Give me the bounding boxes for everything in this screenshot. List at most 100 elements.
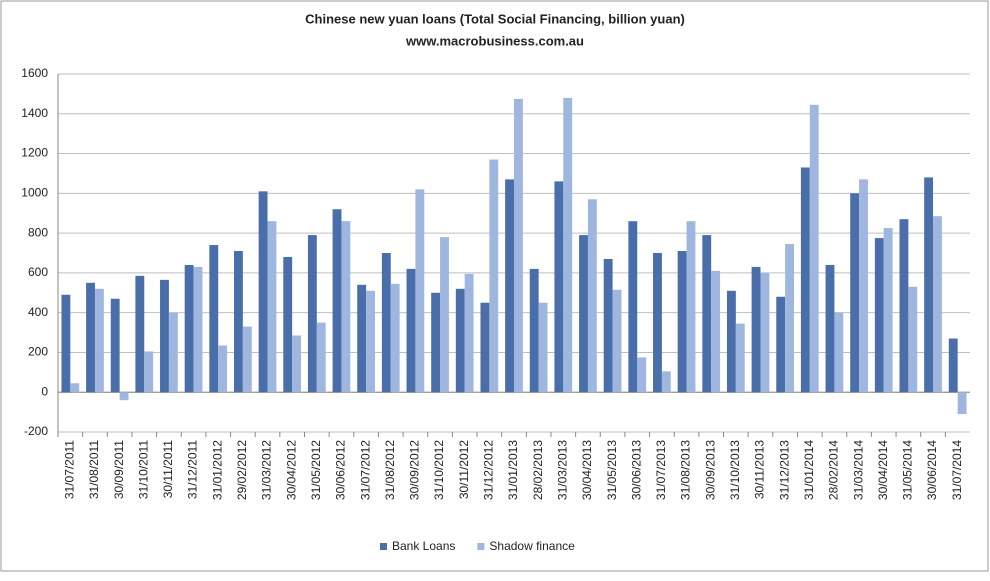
bar (859, 179, 868, 393)
bar (70, 383, 80, 393)
x-tick-label: 31/05/2014 (901, 440, 915, 500)
bar (242, 326, 252, 393)
legend-label: Bank Loans (392, 539, 455, 553)
bar (505, 179, 514, 393)
bar (587, 199, 597, 393)
bar (883, 228, 893, 393)
x-tick-label: 30/11/2012 (457, 440, 471, 499)
bar (686, 221, 696, 393)
bar (489, 159, 499, 393)
bar (110, 298, 120, 393)
x-tick-label: 30/06/2014 (925, 440, 939, 500)
y-tick-label: 1200 (21, 146, 48, 160)
y-tick-label: 1600 (21, 66, 48, 80)
bar (957, 392, 967, 415)
bar (776, 296, 786, 393)
bar (924, 177, 934, 393)
bar (94, 288, 104, 393)
bar (899, 219, 909, 393)
bar (366, 290, 375, 393)
x-tick-label: 31/07/2011 (62, 440, 76, 499)
x-tick-label: 31/05/2012 (309, 440, 323, 500)
bar (933, 216, 942, 393)
bar (702, 235, 712, 393)
bar (455, 288, 465, 393)
bar (825, 264, 835, 393)
y-tick-label: 1400 (21, 106, 48, 120)
x-tick-label: 30/06/2013 (629, 440, 643, 500)
bar (850, 193, 860, 393)
bar (628, 221, 638, 393)
x-tick-label: 31/03/2014 (851, 440, 865, 500)
bar (316, 322, 326, 393)
x-tick-label: 31/07/2014 (950, 440, 964, 500)
bar (160, 279, 169, 393)
bar (751, 266, 761, 393)
x-tick-label: 31/03/2013 (555, 440, 569, 500)
bar (357, 284, 367, 393)
bar (563, 97, 573, 393)
legend-swatch (477, 543, 485, 550)
x-tick-label: 30/06/2012 (334, 440, 348, 500)
x-tick-label: 31/12/2011 (186, 440, 200, 499)
x-tick-label: 31/10/2011 (136, 440, 150, 499)
chart-subtitle: www.macrobusiness.com.au (405, 33, 584, 48)
x-tick-label: 30/09/2013 (703, 440, 717, 500)
bar (612, 289, 622, 393)
x-tick-label: 31/12/2012 (482, 440, 496, 500)
x-tick-label: 31/12/2013 (777, 440, 791, 500)
y-tick-label: 800 (28, 225, 48, 239)
bar (406, 268, 416, 393)
x-tick-label: 31/07/2013 (654, 440, 668, 500)
x-tick-label: 30/04/2012 (284, 440, 298, 500)
bar (735, 323, 745, 393)
bar (538, 302, 548, 393)
y-tick-label: 600 (28, 265, 48, 279)
bar (809, 104, 819, 393)
bar (415, 189, 425, 393)
chart-title: Chinese new yuan loans (Total Social Fin… (305, 11, 685, 26)
legend-swatch (380, 543, 387, 550)
bar (440, 237, 449, 393)
bar (61, 294, 71, 393)
x-tick-label: 28/02/2013 (531, 440, 545, 500)
bar (332, 209, 342, 393)
bar (726, 290, 736, 393)
bar (579, 235, 588, 393)
bar (390, 283, 400, 393)
bar (283, 256, 293, 393)
y-tick-label: 1000 (21, 186, 48, 200)
x-tick-label: 29/02/2012 (235, 440, 249, 500)
y-tick-label: -200 (24, 424, 48, 438)
bar (653, 253, 662, 393)
x-tick-label: 30/04/2013 (580, 440, 594, 500)
bar (637, 357, 647, 393)
bar (292, 335, 302, 393)
bar (677, 251, 687, 393)
y-tick-label: 0 (41, 384, 48, 398)
bar (711, 270, 721, 393)
bar (119, 392, 129, 401)
bar (431, 292, 441, 393)
x-tick-label: 30/04/2014 (876, 440, 890, 500)
x-tick-label: 31/01/2012 (210, 440, 224, 500)
x-tick-label: 31/10/2013 (728, 440, 742, 500)
x-tick-label: 28/02/2014 (827, 440, 841, 500)
bar (267, 221, 277, 393)
bar (258, 191, 268, 393)
bar (233, 251, 243, 393)
bar (218, 345, 228, 393)
bar (144, 351, 154, 393)
x-tick-label: 31/01/2014 (802, 440, 816, 500)
bar (554, 181, 564, 393)
bar (480, 302, 490, 393)
legend-label: Shadow finance (489, 539, 575, 553)
bar (800, 167, 810, 393)
bar (381, 253, 391, 393)
x-tick-label: 31/03/2012 (260, 440, 274, 500)
bar (341, 221, 351, 393)
x-tick-label: 31/07/2012 (358, 440, 372, 500)
bar (193, 266, 203, 393)
x-tick-label: 31/10/2012 (432, 440, 446, 500)
